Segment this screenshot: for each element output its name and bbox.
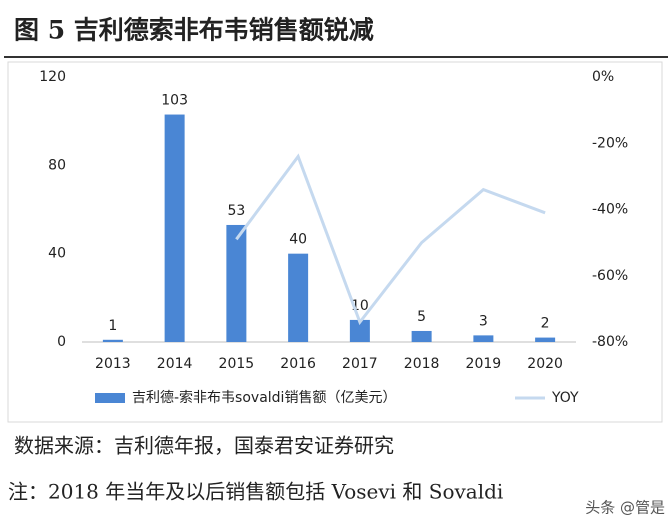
line: [235, 153, 546, 326]
legend-swatch: [95, 393, 125, 403]
chart-title: 图 5 吉利德索非布韦销售额锐减: [14, 16, 374, 45]
y-tick-label: 40: [48, 246, 66, 262]
bar: [164, 114, 185, 343]
value-label: 53: [227, 203, 245, 219]
source-note: 数据来源：吉利德年报，国泰君安证券研究: [14, 434, 394, 458]
x-tick-label: 2017: [342, 356, 378, 372]
y2-tick-label: -60%: [592, 268, 628, 284]
y-tick-label: 0: [57, 334, 66, 350]
y-tick-label: 120: [39, 69, 66, 85]
value-label: 40: [289, 232, 307, 248]
value-label: 1: [108, 318, 117, 334]
bar: [411, 330, 432, 342]
y-tick-label: 80: [48, 157, 66, 173]
x-tick-label: 2015: [219, 356, 255, 372]
bar: [535, 337, 556, 342]
legend-label: 吉利德-索非布韦sovaldi销售额（亿美元）: [132, 389, 396, 406]
bar: [288, 253, 309, 342]
bar: [226, 224, 247, 342]
x-tick-label: 2016: [280, 356, 316, 372]
y2-tick-label: -40%: [592, 202, 628, 218]
bar: [473, 335, 494, 342]
value-label: 5: [417, 309, 426, 325]
chart-frame: [7, 61, 663, 423]
footnote: 注：2018 年当年及以后销售额包括 Vosevi 和 Sovaldi: [8, 480, 503, 504]
x-tick-label: 2014: [157, 356, 193, 372]
x-tick-label: 2018: [404, 356, 440, 372]
legend-label: YOY: [551, 390, 579, 406]
value-label: 103: [161, 93, 188, 109]
y2-tick-label: -80%: [592, 334, 628, 350]
bar: [102, 339, 123, 342]
x-tick-label: 2019: [466, 356, 502, 372]
y2-tick-label: -20%: [592, 135, 628, 151]
x-tick-label: 2020: [527, 356, 563, 372]
x-tick-label: 2013: [95, 356, 131, 372]
bar: [349, 319, 370, 342]
value-label: 2: [541, 316, 550, 332]
watermark: 头条 @管是: [585, 499, 665, 517]
y2-tick-label: 0%: [592, 69, 614, 85]
value-label: 3: [479, 313, 488, 329]
